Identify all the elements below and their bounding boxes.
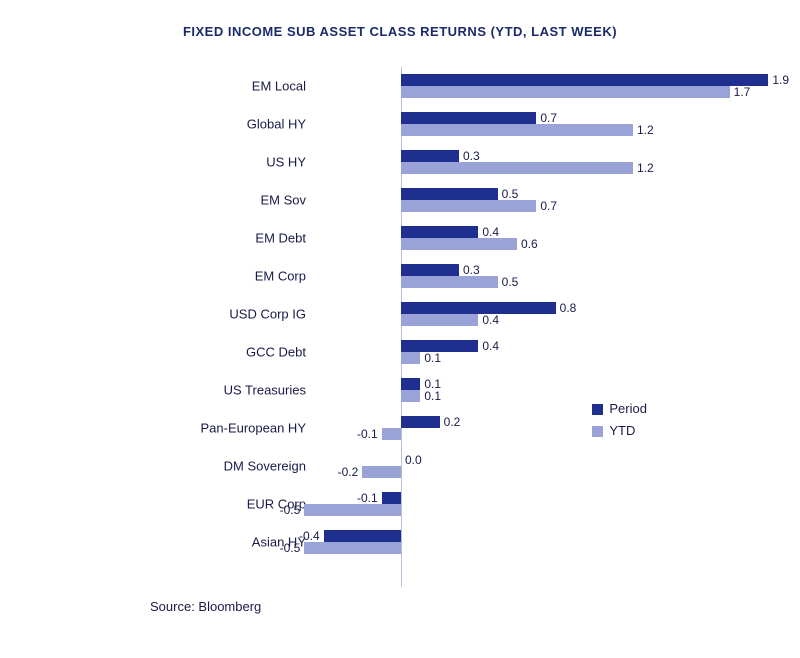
period-value-label: 0.3 — [463, 149, 480, 163]
category-label: Pan-European HY — [106, 421, 306, 436]
ytd-value-label: -0.1 — [357, 427, 378, 441]
ytd-bar — [401, 352, 420, 364]
chart-title: FIXED INCOME SUB ASSET CLASS RETURNS (YT… — [40, 24, 760, 39]
period-bar — [401, 74, 768, 86]
ytd-value-label: 1.7 — [734, 85, 751, 99]
period-bar — [401, 264, 459, 276]
period-bar — [401, 378, 420, 390]
chart-row: EM Corp0.30.5 — [140, 257, 720, 295]
ytd-value-label: 0.5 — [502, 275, 519, 289]
category-label: US Treasuries — [106, 383, 306, 398]
period-value-label: -0.4 — [299, 529, 320, 543]
ytd-bar — [401, 238, 517, 250]
period-value-label: 0.0 — [405, 453, 422, 467]
ytd-bar — [401, 200, 536, 212]
period-value-label: 0.4 — [482, 225, 499, 239]
chart-row: EUR Corp-0.1-0.5 — [140, 485, 720, 523]
ytd-bar — [304, 504, 401, 516]
ytd-value-label: 0.1 — [424, 389, 441, 403]
period-bar — [401, 416, 440, 428]
period-bar — [401, 302, 556, 314]
ytd-bar — [401, 86, 730, 98]
period-value-label: 0.7 — [540, 111, 557, 125]
legend-label: YTD — [609, 423, 635, 438]
legend-item: YTD — [592, 423, 635, 438]
period-value-label: 0.5 — [502, 187, 519, 201]
ytd-bar — [382, 428, 401, 440]
ytd-bar — [401, 276, 498, 288]
legend-swatch — [592, 404, 603, 415]
chart-row: Asian HY-0.4-0.5 — [140, 523, 720, 561]
period-value-label: 0.8 — [560, 301, 577, 315]
chart-area: EM Local1.91.7Global HY0.71.2US HY0.31.2… — [140, 67, 720, 587]
ytd-bar — [401, 162, 633, 174]
chart-row: USD Corp IG0.80.4 — [140, 295, 720, 333]
ytd-bar — [401, 314, 478, 326]
period-value-label: 0.2 — [444, 415, 461, 429]
category-label: EM Sov — [106, 193, 306, 208]
category-label: USD Corp IG — [106, 307, 306, 322]
category-label: EM Corp — [106, 269, 306, 284]
period-value-label: -0.1 — [357, 491, 378, 505]
ytd-bar — [401, 390, 420, 402]
chart-row: US HY0.31.2 — [140, 143, 720, 181]
ytd-value-label: 0.6 — [521, 237, 538, 251]
chart-row: EM Debt0.40.6 — [140, 219, 720, 257]
ytd-value-label: -0.5 — [280, 541, 301, 555]
ytd-value-label: -0.5 — [280, 503, 301, 517]
period-bar — [382, 492, 401, 504]
legend-swatch — [592, 426, 603, 437]
period-bar — [401, 226, 478, 238]
chart-row: GCC Debt0.40.1 — [140, 333, 720, 371]
ytd-value-label: -0.2 — [338, 465, 359, 479]
chart-row: DM Sovereign0.0-0.2 — [140, 447, 720, 485]
legend-label: Period — [609, 401, 647, 416]
ytd-bar — [362, 466, 401, 478]
period-bar — [401, 188, 498, 200]
category-label: EUR Corp — [106, 497, 306, 512]
period-value-label: 0.3 — [463, 263, 480, 277]
category-label: Asian HY — [106, 535, 306, 550]
category-label: EM Debt — [106, 231, 306, 246]
category-label: DM Sovereign — [106, 459, 306, 474]
source-attribution: Source: Bloomberg — [150, 599, 760, 614]
ytd-bar — [401, 124, 633, 136]
category-label: Global HY — [106, 117, 306, 132]
category-label: US HY — [106, 155, 306, 170]
ytd-bar — [304, 542, 401, 554]
chart-row: EM Local1.91.7 — [140, 67, 720, 105]
ytd-value-label: 0.1 — [424, 351, 441, 365]
ytd-value-label: 1.2 — [637, 123, 654, 137]
period-bar — [324, 530, 401, 542]
category-label: GCC Debt — [106, 345, 306, 360]
period-value-label: 0.4 — [482, 339, 499, 353]
ytd-value-label: 0.7 — [540, 199, 557, 213]
chart-row: Global HY0.71.2 — [140, 105, 720, 143]
ytd-value-label: 1.2 — [637, 161, 654, 175]
category-label: EM Local — [106, 79, 306, 94]
ytd-value-label: 0.4 — [482, 313, 499, 327]
period-value-label: 1.9 — [772, 73, 789, 87]
period-bar — [401, 150, 459, 162]
period-bar — [401, 112, 536, 124]
chart-row: EM Sov0.50.7 — [140, 181, 720, 219]
legend-item: Period — [592, 401, 647, 416]
